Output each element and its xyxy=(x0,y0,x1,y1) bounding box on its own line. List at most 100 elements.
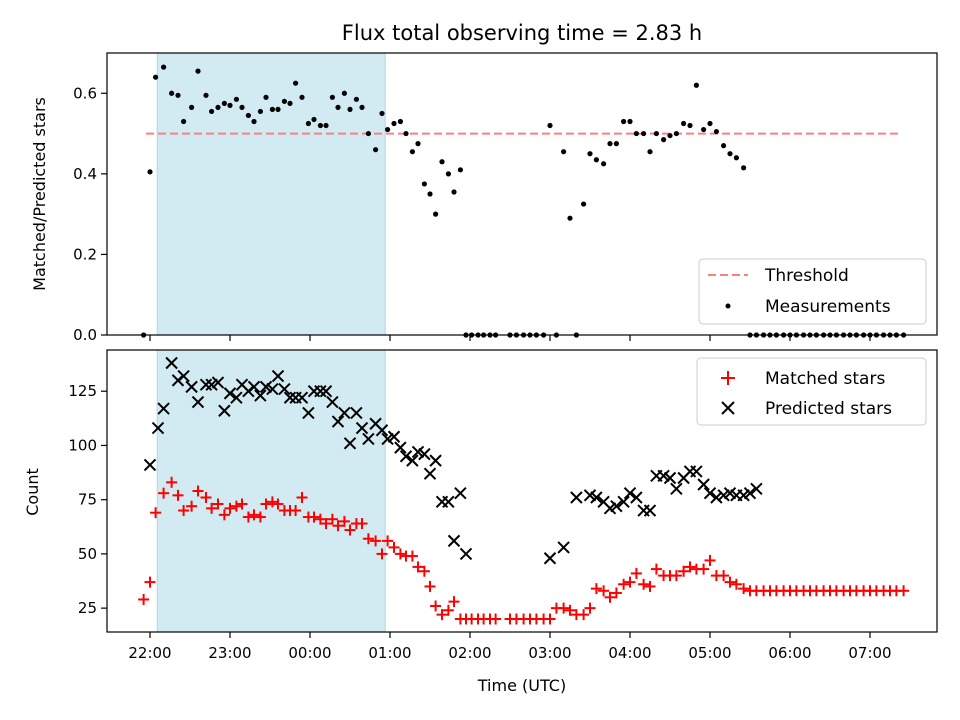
matched-star-point xyxy=(394,548,406,560)
measurement-point xyxy=(733,155,740,161)
matched-star-point xyxy=(430,600,442,612)
predicted-star-point xyxy=(355,421,369,435)
matched-star-point xyxy=(296,492,308,504)
matched-star-point xyxy=(338,515,350,527)
matched-star-point xyxy=(388,541,400,553)
measurement-point xyxy=(147,169,153,175)
measurement-point xyxy=(305,120,311,127)
predicted-star-point xyxy=(191,395,205,409)
matched-star-point xyxy=(578,609,590,621)
measurement-point xyxy=(391,120,397,127)
legend-measurements-label: Measurements xyxy=(765,297,891,317)
measurement-point xyxy=(335,104,341,110)
matched-star-point xyxy=(186,500,198,512)
predicted-stars-series xyxy=(143,356,763,565)
matched-star-point xyxy=(630,567,642,579)
measurement-point xyxy=(281,98,287,104)
predicted-star-point xyxy=(710,491,723,504)
predicted-star-point xyxy=(143,458,157,472)
predicted-star-point xyxy=(750,482,763,496)
measurement-point xyxy=(203,92,209,98)
predicted-star-point xyxy=(690,465,703,478)
legend-matched-label: Matched stars xyxy=(765,369,885,389)
top-shaded-span xyxy=(156,52,386,336)
measurement-point xyxy=(397,118,403,125)
predicted-star-point xyxy=(670,482,683,496)
predicted-star-point xyxy=(442,495,455,509)
matched-star-point xyxy=(172,489,184,501)
matched-star-point xyxy=(490,613,502,625)
predicted-star-point xyxy=(338,406,351,420)
predicted-star-point xyxy=(743,486,757,500)
measurement-point xyxy=(311,116,317,123)
predicted-star-point xyxy=(423,467,437,480)
matched-star-point xyxy=(356,518,368,530)
matched-star-point xyxy=(418,565,430,577)
measurement-point xyxy=(687,122,693,129)
matched-star-point xyxy=(290,505,302,517)
predicted-star-point xyxy=(211,376,225,389)
matched-star-point xyxy=(320,518,332,530)
measurement-point xyxy=(647,149,653,155)
measurement-point xyxy=(601,161,607,167)
measurement-point xyxy=(239,104,245,110)
predicted-star-point xyxy=(418,447,431,461)
predicted-star-point xyxy=(350,406,363,420)
measurement-point xyxy=(445,171,451,177)
measurement-point xyxy=(293,80,299,86)
measurement-point xyxy=(209,108,215,115)
predicted-star-point xyxy=(218,404,231,417)
bottom-x-axis-label: Time (UTC) xyxy=(477,676,566,695)
predicted-star-point xyxy=(185,380,198,394)
matched-star-point xyxy=(150,507,162,519)
measurement-point xyxy=(181,118,187,125)
measurement-point xyxy=(653,130,660,137)
measurement-point xyxy=(347,106,353,112)
predicted-star-point xyxy=(295,391,309,404)
legend-measurements-swatch xyxy=(725,303,731,309)
measurement-point xyxy=(727,151,733,157)
measurement-point xyxy=(457,167,463,173)
predicted-star-point xyxy=(254,389,267,402)
measurement-point xyxy=(439,159,445,165)
measurement-point xyxy=(227,102,233,108)
chart-title: Flux total observing time = 2.83 h xyxy=(342,21,702,45)
top-y-axis: 0.0 0.2 0.4 0.6 xyxy=(73,84,107,344)
measurement-point xyxy=(581,201,587,207)
matched-star-point xyxy=(178,505,190,517)
measurement-point xyxy=(299,94,305,100)
matched-star-point xyxy=(644,580,656,592)
matched-star-point xyxy=(738,583,750,595)
bottom-y-axis: 25 50 75 100 125 xyxy=(68,382,107,617)
measurement-point xyxy=(561,149,567,155)
measurement-point xyxy=(673,130,680,137)
measurement-point xyxy=(427,191,433,197)
measurement-point xyxy=(153,74,159,80)
measurement-point xyxy=(189,104,195,110)
bottom-x-tick-label: 04:00 xyxy=(608,644,651,662)
matched-star-point xyxy=(436,609,448,621)
matched-star-point xyxy=(362,533,374,545)
bottom-x-tick-label: 02:00 xyxy=(448,644,491,662)
measurement-point xyxy=(409,149,415,155)
predicted-star-point xyxy=(454,486,467,500)
measurement-point xyxy=(627,118,633,125)
matched-star-point xyxy=(212,498,224,510)
measurement-point xyxy=(607,141,613,147)
measurement-point xyxy=(385,126,391,133)
predicted-star-point xyxy=(459,547,473,561)
measurement-point xyxy=(701,126,707,133)
predicted-star-point xyxy=(278,382,291,396)
predicted-star-point xyxy=(343,437,357,450)
predicted-star-point xyxy=(151,421,165,435)
top-legend-box xyxy=(698,258,927,325)
predicted-star-point xyxy=(157,402,170,415)
matched-star-point xyxy=(718,570,730,582)
predicted-star-point xyxy=(266,382,279,396)
measurement-point xyxy=(403,130,409,137)
matched-star-point xyxy=(166,476,178,488)
top-y-tick-label: 0.6 xyxy=(73,84,97,102)
bottom-x-tick-label: 01:00 xyxy=(368,644,411,662)
measurement-point xyxy=(251,118,257,125)
predicted-star-point xyxy=(271,369,285,383)
